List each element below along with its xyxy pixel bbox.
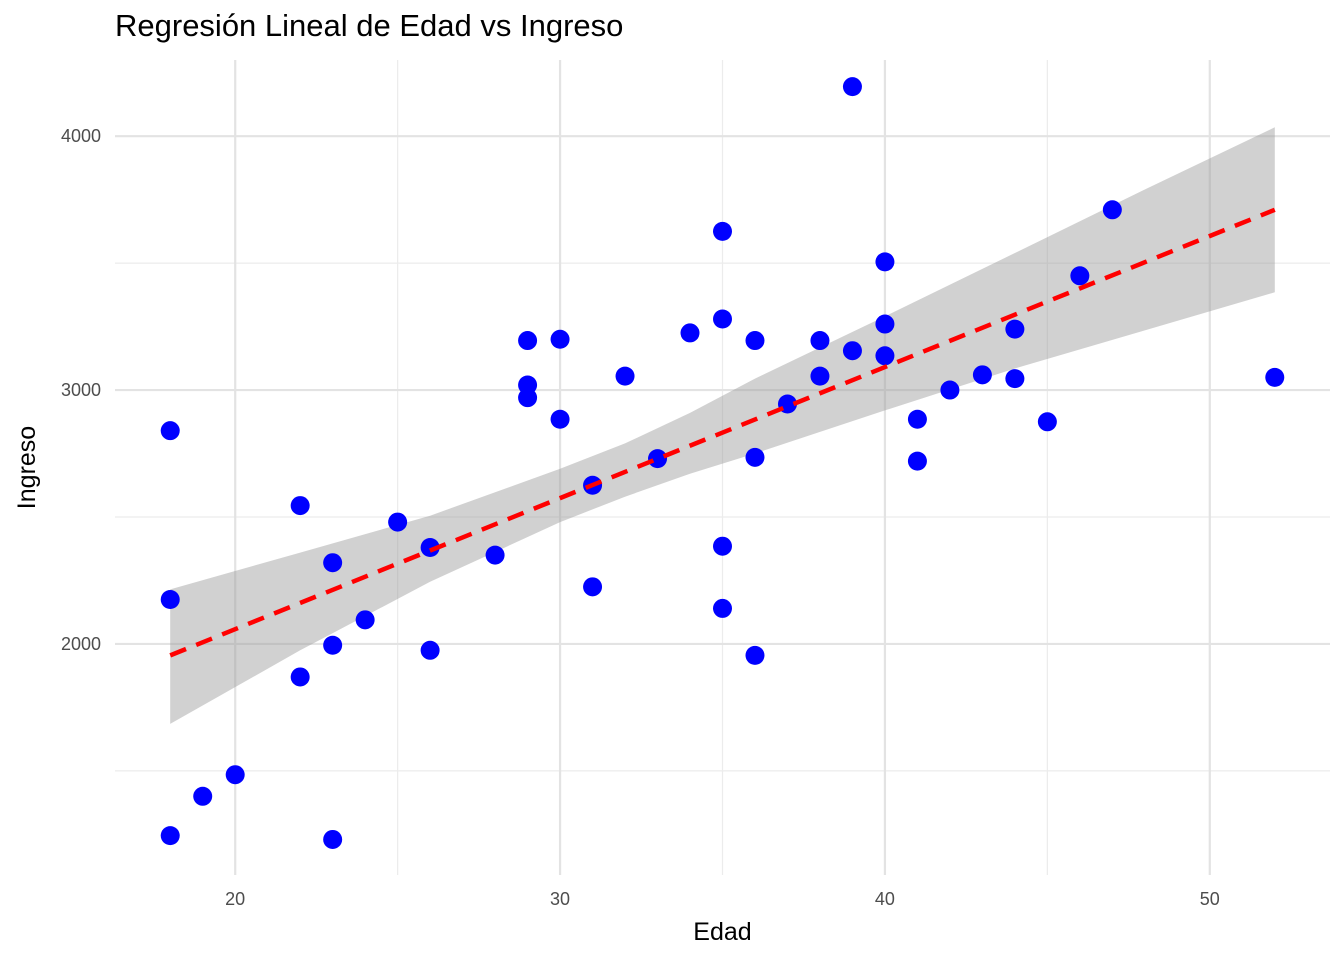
data-point xyxy=(160,826,180,846)
data-point xyxy=(648,449,668,469)
x-axis-title: Edad xyxy=(693,918,751,946)
data-point xyxy=(1037,412,1057,432)
data-point xyxy=(842,77,862,97)
data-point xyxy=(323,829,343,849)
data-point xyxy=(615,366,635,386)
data-point xyxy=(160,590,180,610)
data-point xyxy=(1070,266,1090,286)
data-point xyxy=(323,635,343,655)
x-tick-label: 20 xyxy=(225,889,245,909)
data-point xyxy=(420,640,440,660)
data-point xyxy=(713,536,732,556)
data-point xyxy=(290,667,310,687)
data-point xyxy=(680,323,700,343)
data-point xyxy=(420,537,440,557)
data-point xyxy=(972,365,992,385)
regression-line xyxy=(169,207,1276,658)
data-point xyxy=(713,598,732,618)
data-point xyxy=(907,451,927,471)
x-tick-label: 40 xyxy=(875,889,895,909)
data-point xyxy=(875,314,895,334)
data-point xyxy=(940,380,960,400)
x-tick-labels: 20 30 40 50 xyxy=(225,889,1220,909)
data-point xyxy=(875,252,895,272)
y-axis-title: Ingreso xyxy=(13,426,41,509)
data-point xyxy=(875,346,895,366)
y-tick-labels: 2000 3000 4000 xyxy=(61,126,101,654)
data-point xyxy=(810,366,830,386)
data-point xyxy=(1265,367,1285,387)
data-point xyxy=(713,309,732,329)
data-point xyxy=(355,610,375,630)
chart-title: Regresión Lineal de Edad vs Ingreso xyxy=(115,8,624,43)
x-tick-label: 30 xyxy=(550,889,570,909)
data-point xyxy=(388,512,408,532)
confidence-band-layer xyxy=(170,127,1275,724)
data-point xyxy=(518,388,538,408)
data-point xyxy=(518,331,538,351)
data-point xyxy=(290,496,310,516)
data-point xyxy=(842,341,862,361)
data-point xyxy=(485,545,505,565)
data-point xyxy=(713,221,732,241)
y-tick-label: 4000 xyxy=(61,126,101,146)
data-point xyxy=(1102,200,1122,220)
data-point xyxy=(907,409,927,429)
data-point xyxy=(745,447,765,467)
minor-gridlines xyxy=(115,60,1330,875)
data-point xyxy=(810,331,830,351)
data-point xyxy=(323,553,343,573)
data-point xyxy=(1005,319,1025,339)
data-point xyxy=(160,421,180,441)
data-point xyxy=(745,645,765,665)
major-gridlines xyxy=(115,60,1330,875)
data-point xyxy=(193,786,213,806)
data-point xyxy=(225,765,245,785)
data-point xyxy=(550,409,570,429)
data-point xyxy=(583,577,603,597)
data-point xyxy=(1005,369,1025,389)
points-layer xyxy=(160,77,1285,849)
data-point xyxy=(550,329,570,349)
y-tick-label: 2000 xyxy=(61,634,101,654)
x-tick-label: 50 xyxy=(1200,889,1220,909)
regression-line-layer xyxy=(169,207,1276,658)
data-point xyxy=(745,331,765,351)
confidence-band xyxy=(170,127,1275,724)
y-tick-label: 3000 xyxy=(61,380,101,400)
